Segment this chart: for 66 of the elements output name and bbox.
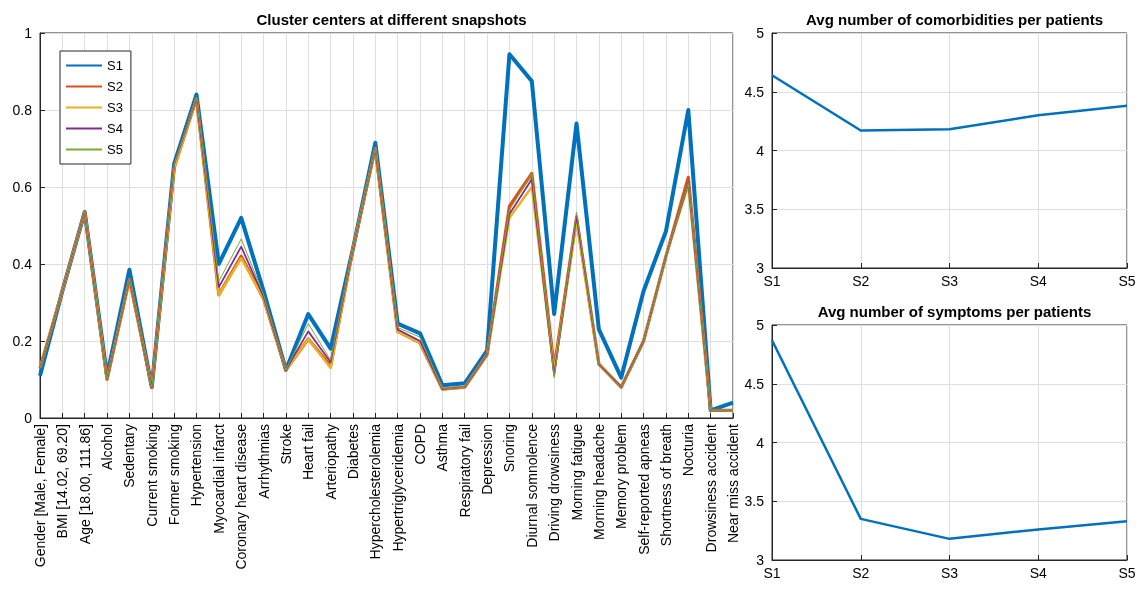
chart-title: Avg number of comorbidities per patients — [806, 11, 1103, 28]
x-tick-label: Arteriopathy — [322, 424, 339, 500]
y-tick-label: 3 — [756, 552, 765, 568]
y-tick-label: 0.2 — [12, 333, 33, 349]
x-tick-label: Hypertension — [188, 424, 205, 507]
x-tick-label: Morning fatigue — [568, 423, 585, 521]
chart-title: Avg number of symptoms per patients — [817, 303, 1092, 320]
legend-label: S4 — [107, 121, 123, 136]
x-tick-label: S5 — [1118, 273, 1136, 289]
chart-title: Cluster centers at different snapshots — [256, 11, 527, 28]
x-tick-label: Near miss accident — [725, 423, 741, 544]
y-tick-label: 4.5 — [744, 83, 765, 100]
x-tick-label: S5 — [1118, 565, 1136, 581]
x-tick-label: S1 — [763, 273, 781, 289]
x-tick-label: Coronary heart disease — [233, 423, 250, 570]
y-tick-label: 0.6 — [12, 179, 33, 195]
x-tick-label: Former smoking — [166, 424, 183, 526]
x-tick-label: S2 — [852, 565, 870, 581]
legend-label: S2 — [107, 79, 123, 94]
x-tick-label: Morning headache — [590, 423, 607, 540]
x-tick-label: S2 — [852, 273, 870, 289]
y-tick-label: 3.5 — [744, 493, 765, 510]
x-tick-label: Asthma — [434, 423, 451, 472]
y-tick-label: 4.5 — [744, 375, 765, 392]
y-tick-label: 5 — [756, 25, 765, 41]
y-tick-label: 0.8 — [12, 102, 33, 118]
x-tick-label: S1 — [763, 565, 781, 581]
x-tick-label: Nocturia — [680, 423, 697, 477]
x-tick-label: Memory problem — [613, 424, 630, 530]
x-tick-label: Age [18.00, 111.86] — [76, 424, 93, 545]
legend-label: S1 — [107, 58, 123, 73]
x-tick-label: Arrhythmias — [255, 424, 272, 499]
y-tick-label: 1 — [24, 25, 33, 41]
x-tick-label: S3 — [940, 565, 959, 581]
x-tick-label: Alcohol — [99, 424, 116, 470]
x-tick-label: Driving drowsiness — [546, 424, 563, 542]
x-tick-label: BMI [14.02, 69.20] — [54, 424, 71, 539]
x-tick-label: Drowsiness accident — [702, 423, 719, 553]
x-tick-label: Shortness of breath — [657, 424, 674, 547]
x-tick-label: Diabetes — [344, 424, 361, 480]
x-tick-label: S4 — [1029, 273, 1048, 289]
y-tick-label: 0 — [24, 410, 33, 426]
x-tick-label: Sedentary — [121, 424, 138, 488]
x-tick-label: Snoring — [501, 424, 518, 473]
y-tick-label: 3 — [756, 260, 765, 276]
y-tick-label: 0.4 — [12, 256, 33, 272]
x-tick-label: Stroke — [277, 423, 294, 465]
y-tick-label: 4 — [756, 142, 765, 159]
x-tick-label: Respiratory fail — [456, 424, 473, 518]
y-tick-label: 5 — [756, 317, 765, 333]
x-tick-label: S3 — [940, 273, 959, 289]
legend-label: S5 — [107, 142, 123, 157]
x-tick-label: Depression — [479, 424, 496, 495]
x-tick-label: Current smoking — [143, 424, 160, 527]
x-tick-label: Myocardial infarct — [210, 423, 227, 534]
x-tick-label: Hypercholesterolemia — [367, 423, 384, 560]
legend-label: S3 — [107, 100, 123, 115]
x-tick-label: COPD — [412, 424, 429, 465]
x-tick-label: Hypertriglyceridemia — [389, 423, 406, 552]
y-tick-label: 3.5 — [744, 201, 765, 218]
x-tick-label: S4 — [1029, 565, 1048, 581]
x-tick-label: Heart fail — [300, 424, 317, 481]
x-tick-label: Gender [Male, Female] — [32, 424, 48, 568]
x-tick-label: Self-reported apneas — [635, 424, 652, 555]
y-tick-label: 4 — [756, 434, 765, 451]
x-tick-label: Diurnal somnolence — [523, 423, 540, 548]
